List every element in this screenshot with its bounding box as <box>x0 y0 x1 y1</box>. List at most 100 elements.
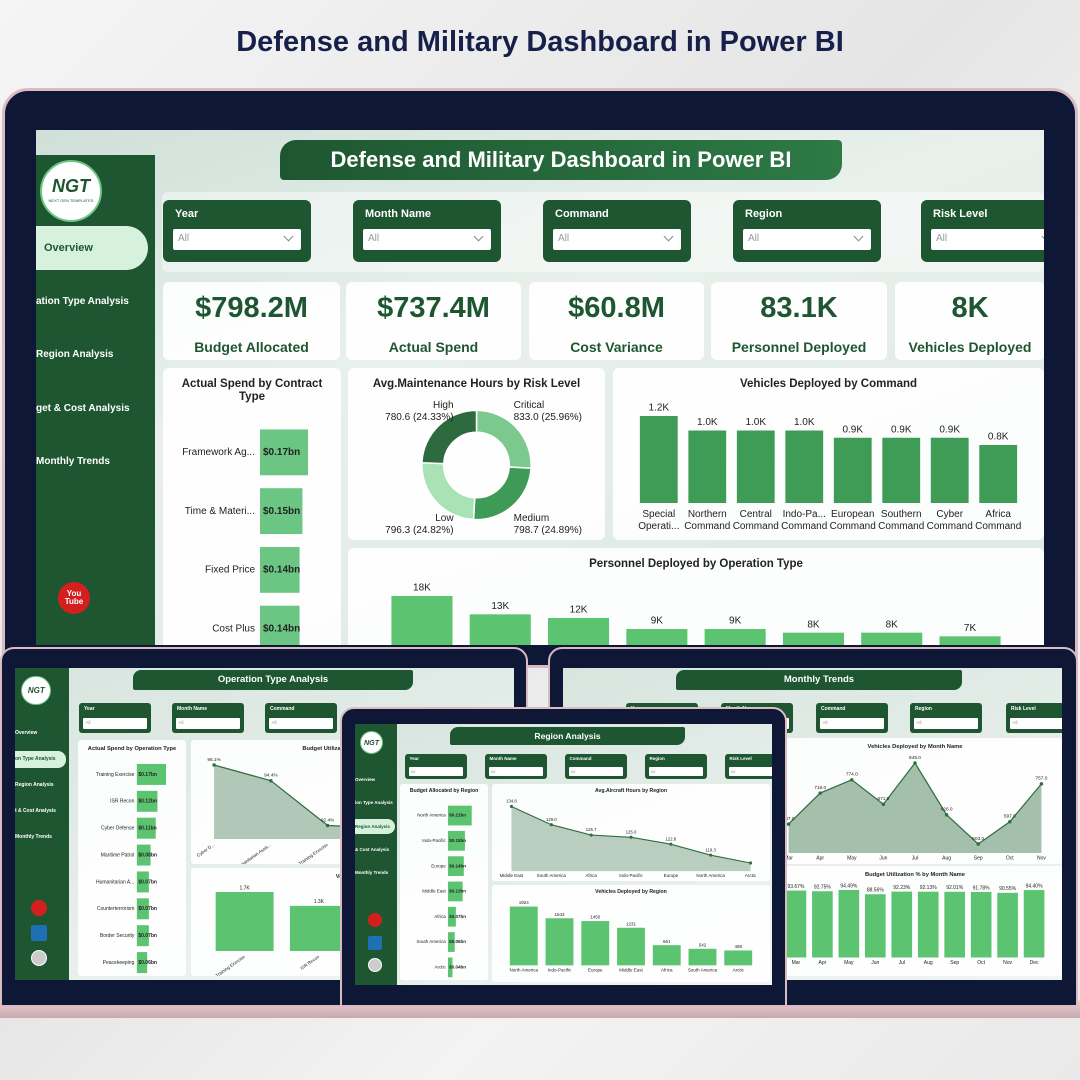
x-tick-label: Europe <box>588 967 603 972</box>
kpi-card: $60.8M Cost Variance <box>529 282 704 360</box>
filter-value: All <box>178 720 184 725</box>
chart-title: Personnel Deployed by Operation Type <box>589 558 803 570</box>
data-label: 626.0 <box>941 807 953 813</box>
x-tick-label: Africa <box>585 873 597 878</box>
filter-dropdown: All <box>269 718 333 729</box>
nav-item: Overview <box>355 776 376 782</box>
x-tick-label: North America <box>696 873 725 878</box>
dropdown-arrow <box>473 231 484 242</box>
chart-card: Avg.Aircraft Hours by Region 134.8 Middle … <box>492 784 770 881</box>
bar <box>136 763 167 785</box>
screen: NGT Overview ion Type Analysis Region Analy… <box>355 724 772 985</box>
kpi-label: Budget Allocated <box>194 339 309 355</box>
chart: Avg.Aircraft Hours by Region 134.8 Middle … <box>500 789 757 879</box>
filter-dropdown: All <box>363 229 491 250</box>
chart: Avg.Maintenance Hours by Risk Level Criti… <box>373 378 582 536</box>
data-label: $0.08bn <box>138 852 157 858</box>
point <box>212 763 216 767</box>
donut-slice <box>421 461 476 521</box>
filter[interactable]: Command All <box>265 703 337 733</box>
filter-value: All <box>1012 720 1018 725</box>
filter[interactable]: Month Name All <box>172 703 244 733</box>
point <box>1039 782 1044 786</box>
filter[interactable]: Risk Level All <box>1006 703 1062 733</box>
filter-value: All <box>410 768 416 774</box>
bar <box>833 437 872 503</box>
filter-dropdown: All <box>743 229 871 250</box>
data-label: 671.0 <box>877 796 889 802</box>
filter[interactable]: Year All <box>163 200 311 262</box>
chart: Vehicles Deployed by Month Name 587.0 Mar 7… <box>783 744 1048 862</box>
bar <box>785 890 807 958</box>
filter-value: All <box>558 233 570 244</box>
x-tick-label: Oct <box>977 960 985 966</box>
bar <box>626 629 688 645</box>
filter[interactable]: Region All <box>910 703 982 733</box>
data-label: 8K <box>807 619 820 630</box>
chart-card: Vehicles Deployed by Command 1.2K Special O… <box>613 368 1044 540</box>
sidebar: NGT Overview on Type Analysis Region Analys… <box>15 668 69 980</box>
chart-card: Vehicles Deployed by Month Name 587.0 Mar 7… <box>768 738 1062 864</box>
data-label: 833.0 (25.96%) <box>514 412 582 423</box>
point <box>944 813 949 817</box>
filter[interactable]: Region All <box>645 754 707 779</box>
legend-label: Medium <box>514 513 550 524</box>
filter[interactable]: Command All <box>543 200 691 262</box>
kpi-label: Vehicles Deployed <box>908 339 1032 355</box>
chart: Actual Spend by Contract Type Framework Ag… <box>182 378 322 645</box>
data-label: $0.06bn <box>449 939 466 944</box>
data-label: 93.67% <box>787 884 805 890</box>
bar <box>782 632 844 645</box>
filter[interactable]: Month Name All <box>353 200 501 262</box>
data-label: 798.7 (24.89%) <box>514 525 582 536</box>
y-tick-label: South America <box>416 939 446 944</box>
filter[interactable]: Risk Level All <box>921 200 1044 262</box>
data-label: 90.55% <box>999 886 1017 892</box>
data-label: 542 <box>699 942 707 947</box>
data-label: $0.06bn <box>138 960 157 966</box>
data-label: 0.9K <box>891 424 912 435</box>
chart: Vehicles Deployed by Command 1.2K Special O… <box>638 378 1021 532</box>
x-tick-label: Africa <box>661 967 673 972</box>
data-label: $0.21bn <box>449 813 466 818</box>
nav-item: on Type Analysis <box>15 751 67 769</box>
bar <box>724 950 753 966</box>
bar <box>136 952 148 974</box>
x-tick-label: Jun <box>871 960 879 966</box>
point <box>709 853 713 857</box>
legend-label: High <box>433 400 454 411</box>
filter[interactable]: Command All <box>816 703 888 733</box>
filter[interactable]: Year All <box>79 703 151 733</box>
data-label: $0.14bn <box>449 863 466 868</box>
bar <box>447 805 472 826</box>
filter[interactable]: Month Name All <box>485 754 547 779</box>
bar <box>652 945 681 966</box>
x-tick-label: Arctic <box>745 873 757 878</box>
y-tick-label: Time & Materi... <box>185 506 255 517</box>
point <box>269 778 273 783</box>
nav-item: ion Type Analysis <box>355 800 393 806</box>
data-label: 92.4% <box>321 817 335 823</box>
chart-title: Budget Allocated by Region <box>410 789 479 795</box>
data-label: 7K <box>964 623 977 634</box>
data-label: 95.1% <box>207 757 221 763</box>
data-label: 9K <box>651 616 664 627</box>
filter[interactable]: Year All <box>405 754 467 779</box>
filter-value: All <box>748 233 760 244</box>
bar <box>939 636 1001 645</box>
filter[interactable]: Command All <box>565 754 627 779</box>
data-label: 1.0K <box>794 417 815 428</box>
filter-value: All <box>85 720 91 725</box>
filter-label: Region <box>745 208 783 220</box>
filter[interactable]: Region All <box>733 200 881 262</box>
bar <box>215 892 274 951</box>
data-label: 1450 <box>590 915 601 920</box>
x-tick-label: Arctic <box>733 967 745 972</box>
filter-value: All <box>178 233 190 244</box>
point <box>913 761 917 765</box>
filter[interactable]: Risk Level All <box>725 754 772 779</box>
kpi-value: $798.2M <box>195 292 308 324</box>
bar <box>688 430 727 503</box>
